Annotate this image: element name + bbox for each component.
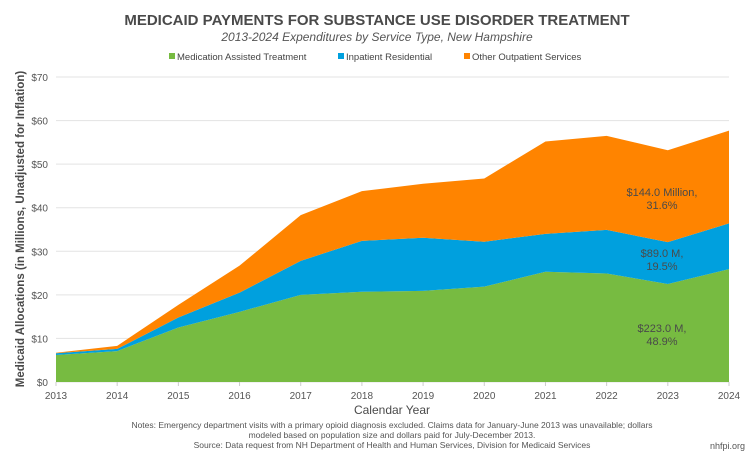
note-line-2: modeled based on population size and dol…	[249, 430, 536, 440]
legend: Medication Assisted Treatment Inpatient R…	[169, 52, 582, 63]
x-tick-label: 2022	[596, 391, 619, 402]
x-tick-label: 2023	[657, 391, 680, 402]
annotation-percent: 19.5%	[646, 261, 677, 273]
legend-swatch	[464, 53, 470, 59]
x-tick-label: 2024	[718, 391, 741, 402]
annotation-value: $223.0 M,	[638, 323, 687, 335]
x-tick-label: 2013	[45, 391, 68, 402]
area-inpatient-residential	[56, 223, 729, 355]
y-axis-label: Medicaid Allocations (in Millions, Unadj…	[15, 71, 27, 388]
x-axis-ticks: 2013 2014 2015 2016 2017 2018 2019 2020 2021 2022…	[45, 382, 741, 402]
credit: nhfpi.org	[710, 441, 745, 451]
legend-swatch	[338, 53, 344, 59]
chart-subtitle: 2013-2024 Expenditures by Service Type, …	[220, 30, 533, 44]
y-tick-label: $40	[31, 204, 48, 215]
x-tick-label: 2015	[167, 391, 190, 402]
x-tick-label: 2016	[228, 391, 251, 402]
y-tick-label: $70	[31, 73, 48, 84]
legend-label: Medication Assisted Treatment	[177, 52, 307, 63]
areas	[56, 130, 729, 382]
y-tick-label: $60	[31, 117, 48, 128]
y-tick-label: $20	[31, 291, 48, 302]
annotation-value: $144.0 Million,	[627, 187, 698, 199]
annotation-percent: 31.6%	[646, 200, 677, 212]
source-line: Source: Data request from NH Department …	[194, 440, 591, 450]
chart-title: MEDICAID PAYMENTS FOR SUBSTANCE USE DISO…	[124, 12, 629, 29]
annotations: $144.0 Million,31.6% $89.0 M,19.5% $223.0 …	[627, 187, 698, 348]
y-tick-label: $30	[31, 247, 48, 258]
x-tick-label: 2020	[473, 391, 496, 402]
y-tick-label: $0	[37, 378, 49, 389]
annotation-percent: 48.9%	[646, 336, 677, 348]
legend-label: Inpatient Residential	[346, 52, 432, 63]
x-tick-label: 2021	[534, 391, 557, 402]
area-other-outpatient-services	[56, 130, 729, 354]
legend-label: Other Outpatient Services	[472, 52, 582, 63]
y-tick-label: $10	[31, 334, 48, 345]
y-axis-ticks: $0 $10 $20 $30 $40 $50 $60 $70	[31, 73, 48, 389]
x-tick-label: 2019	[412, 391, 435, 402]
x-tick-label: 2018	[351, 391, 374, 402]
note-line-1: Notes: Emergency department visits with …	[131, 420, 652, 430]
y-tick-label: $50	[31, 160, 48, 171]
x-axis-label: Calendar Year	[354, 403, 430, 417]
x-tick-label: 2017	[290, 391, 313, 402]
annotation-value: $89.0 M,	[641, 248, 684, 260]
legend-swatch	[169, 53, 175, 59]
x-tick-label: 2014	[106, 391, 129, 402]
area-medication-assisted-treatment	[56, 269, 729, 382]
